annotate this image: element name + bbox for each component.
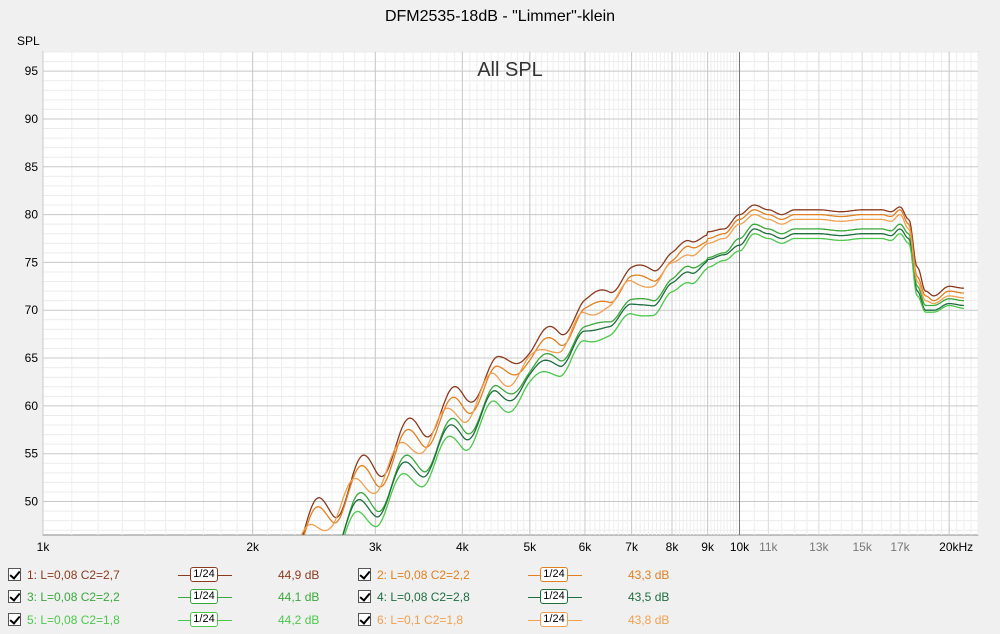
smoothing-label: 1/24 [540,612,568,627]
legend-checkbox[interactable] [8,568,21,581]
smoothing-label: 1/24 [540,589,568,604]
smoothing-label: 1/24 [190,612,218,627]
legend-swatch[interactable]: 1/24 [178,565,232,585]
legend-value: 43,3 dB [628,568,670,582]
legend-item-5: 5: L=0,08 C2=1,8 1/24 44,2 dB [8,610,348,630]
x-tick-label: 13k [809,540,829,554]
legend-checkbox[interactable] [8,613,21,626]
legend-item-2: 2: L=0,08 C2=2,2 1/24 43,3 dB [358,565,698,585]
y-tick-label: 90 [25,112,39,126]
series-layer [295,204,964,560]
x-tick-label: 6k [579,540,593,554]
x-tick-label: 1k [37,540,51,554]
legend-name: 1: L=0,08 C2=2,7 [27,568,120,582]
y-tick-label: 85 [25,160,39,174]
y-axis-label: SPL [17,34,40,48]
x-tick-label: 5k [523,540,537,554]
series-line-3[interactable] [295,223,964,560]
x-tick-label: 4k [456,540,470,554]
legend-name: 3: L=0,08 C2=2,2 [27,590,120,604]
x-tick-label: 7k [625,540,639,554]
legend-name: 6: L=0,1 C2=1,8 [377,613,464,627]
legend-value: 43,5 dB [628,590,670,604]
legend-name: 5: L=0,08 C2=1,8 [27,613,120,627]
legend-item-6: 6: L=0,1 C2=1,8 1/24 43,8 dB [358,610,698,630]
legend-checkbox[interactable] [8,590,21,603]
series-line-4[interactable] [295,228,964,560]
x-tick-label: 17k [890,540,910,554]
legend-value: 43,8 dB [628,613,670,627]
y-tick-label: 95 [25,64,39,78]
y-tick-label: 75 [25,255,39,269]
y-tick-label: 65 [25,351,39,365]
series-line-1[interactable] [295,204,964,556]
legend-item-1: 1: L=0,08 C2=2,7 1/24 44,9 dB [8,565,348,585]
y-tick-label: 70 [25,303,39,317]
x-tick-label: 11k [759,540,778,554]
smoothing-label: 1/24 [190,589,218,604]
y-tick-labels: 50 55 60 65 70 75 80 85 90 95 [25,64,39,508]
legend-value: 44,2 dB [278,613,320,627]
y-tick-label: 55 [25,447,39,461]
x-tick-label: 20kHz [939,540,973,554]
legend-name: 4: L=0,08 C2=2,8 [377,590,470,604]
legend-swatch[interactable]: 1/24 [528,565,582,585]
legend-item-4: 4: L=0,08 C2=2,8 1/24 43,5 dB [358,587,698,607]
legend-item-3: 3: L=0,08 C2=2,2 1/24 44,1 dB [8,587,348,607]
series-line-6[interactable] [295,213,964,551]
series-line-2[interactable] [295,209,964,560]
plot-subtitle: All SPL [477,59,543,81]
y-tick-label: 60 [25,399,39,413]
y-tick-label: 50 [25,495,39,509]
y-tick-label: 80 [25,208,39,222]
x-tick-label: 10k [730,540,750,554]
legend-checkbox[interactable] [358,568,371,581]
x-tick-label: 15k [852,540,872,554]
legend-value: 44,1 dB [278,590,320,604]
legend-value: 44,9 dB [278,568,320,582]
legend-swatch[interactable]: 1/24 [528,610,582,630]
smoothing-label: 1/24 [540,567,568,582]
legend-swatch[interactable]: 1/24 [178,587,232,607]
x-tick-label: 9k [701,540,715,554]
plot-area[interactable] [42,51,979,536]
legend-checkbox[interactable] [358,590,371,603]
x-tick-labels: 1k 2k 3k 4k 5k 6k 7k 8k 9k 10k 11k 13k 15k 17k 20kHz [37,540,974,554]
x-tick-label: 2k [246,540,260,554]
chart-title: DFM2535-18dB - "Limmer"-klein [384,8,616,25]
smoothing-label: 1/24 [190,567,218,582]
legend-checkbox[interactable] [358,613,371,626]
x-tick-label: 8k [666,540,680,554]
legend-swatch[interactable]: 1/24 [178,610,232,630]
grid-lines [42,51,979,535]
legend-name: 2: L=0,08 C2=2,2 [377,568,470,582]
x-tick-label: 3k [369,540,383,554]
legend-swatch[interactable]: 1/24 [528,587,582,607]
series-line-5[interactable] [295,233,964,560]
